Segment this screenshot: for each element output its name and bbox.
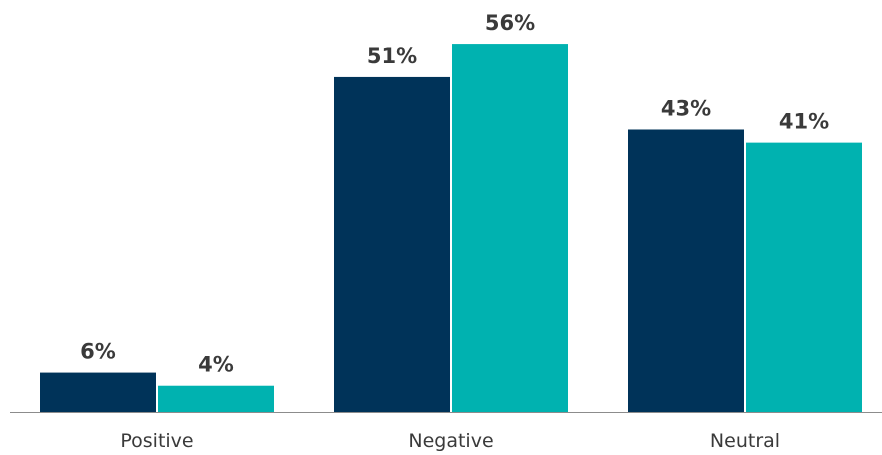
bar-positive-series-2 (158, 385, 274, 412)
data-label-neutral-series-2: 41% (779, 110, 829, 134)
data-label-negative-series-2: 56% (485, 11, 535, 35)
x-tick-label-neutral: Neutral (710, 430, 780, 452)
bar-negative-series-2 (452, 44, 568, 413)
bar-neutral-series-2 (746, 142, 862, 412)
data-label-positive-series-1: 6% (80, 340, 116, 364)
bars-group (40, 44, 862, 413)
data-label-positive-series-2: 4% (198, 353, 234, 377)
bar-negative-series-1 (334, 76, 450, 413)
data-label-neutral-series-1: 43% (661, 96, 711, 120)
data-label-negative-series-1: 51% (367, 44, 417, 68)
bar-neutral-series-1 (628, 129, 744, 413)
x-tick-labels-group: Positive Negative Neutral (120, 430, 780, 452)
bar-positive-series-1 (40, 372, 156, 412)
data-labels-group: 6% 4% 51% 56% 43% 41% (80, 11, 829, 377)
x-tick-label-negative: Negative (408, 430, 493, 452)
x-tick-label-positive: Positive (120, 430, 193, 452)
